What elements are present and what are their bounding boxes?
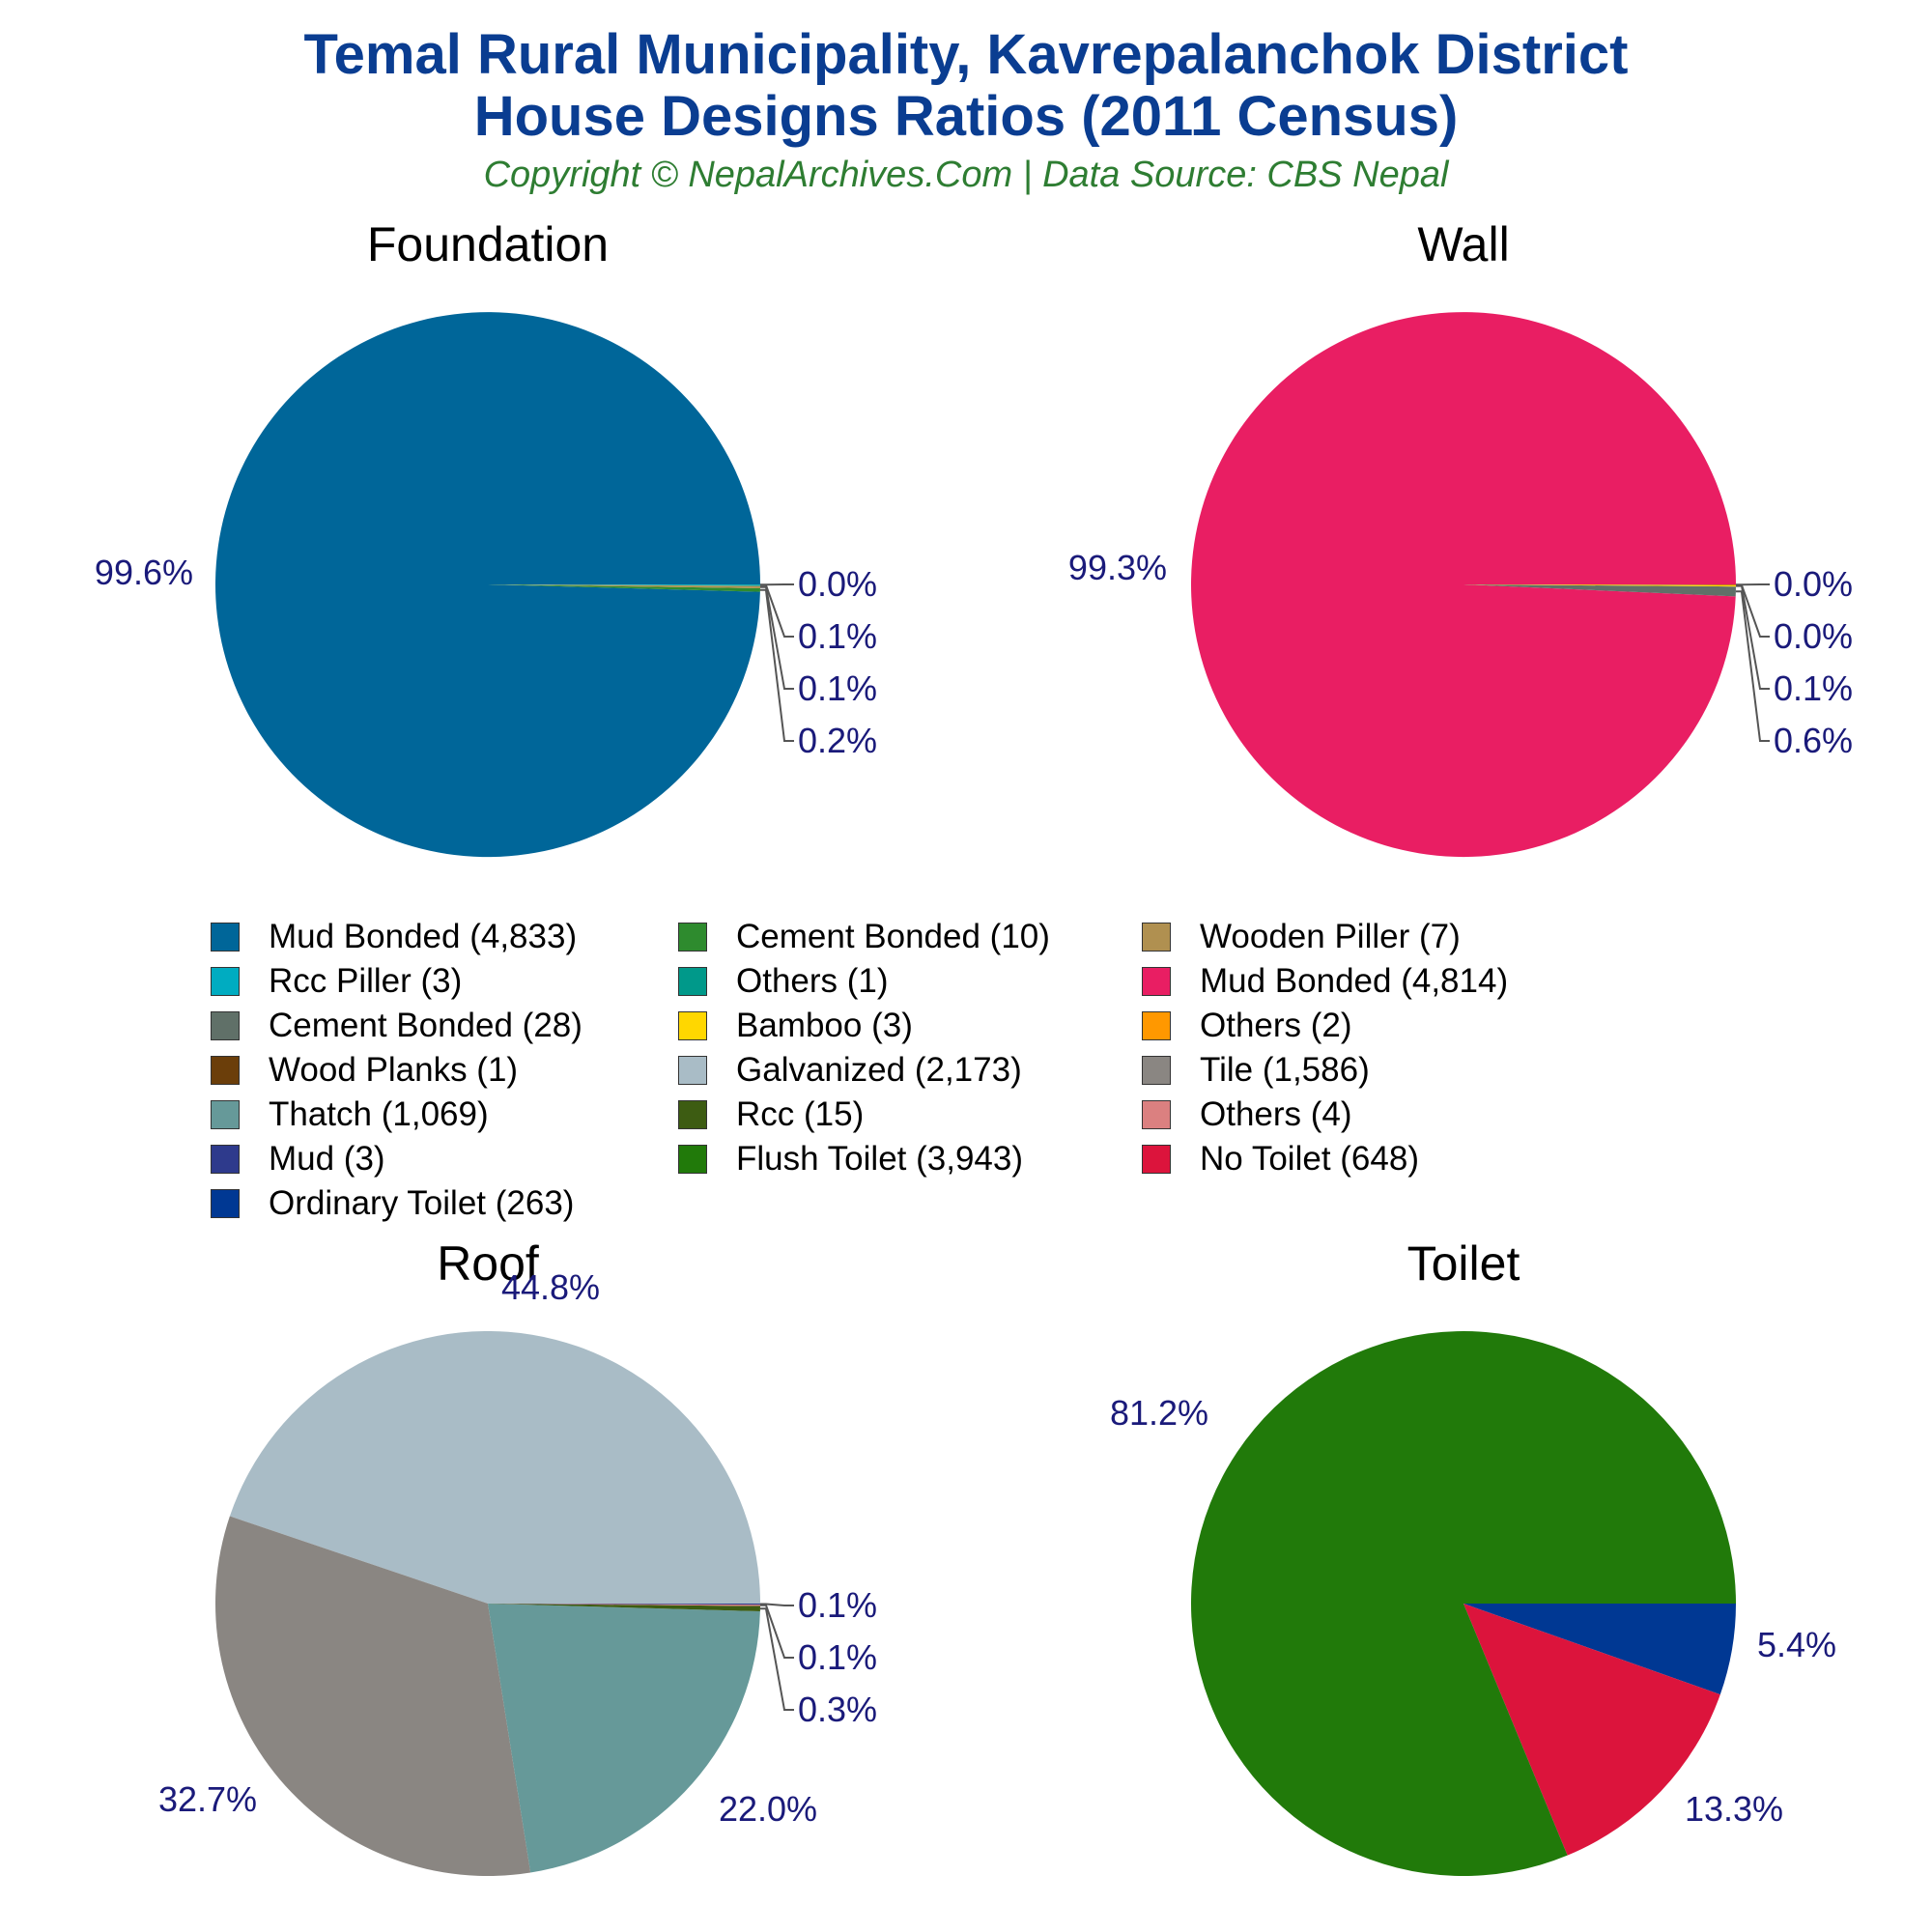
chart-subtitle: Copyright © NepalArchives.Com | Data Sou… [483, 155, 1449, 195]
roof-slice-4 [488, 1604, 760, 1612]
roof-pct-label: 0.3% [798, 1690, 877, 1729]
wall-leader-line [1735, 590, 1770, 742]
wall-chart-title: Wall [1417, 217, 1509, 271]
foundation-pct-label: 99.6% [95, 553, 193, 592]
toilet-chart-title: Toilet [1407, 1236, 1520, 1291]
wall-pct-label: 0.0% [1774, 616, 1853, 656]
wall-slice-1 [1190, 312, 1736, 858]
legend-label: Others (4) [1200, 1095, 1352, 1133]
wall-pct-label: 99.3% [1068, 548, 1167, 587]
legend-label: Cement Bonded (10) [736, 918, 1050, 955]
legend-swatch [1142, 1056, 1171, 1085]
roof-leader-line [760, 1607, 794, 1711]
legend-swatch [211, 1100, 240, 1129]
legend-label: Tile (1,586) [1200, 1051, 1370, 1089]
roof-pct-label: 44.8% [501, 1267, 600, 1307]
legend-label: Bamboo (3) [736, 1007, 913, 1044]
foundation-slice-3 [488, 584, 760, 589]
roof-pct-label: 0.1% [798, 1637, 877, 1677]
foundation-slice-1 [214, 312, 760, 858]
chart-title-line-2: House Designs Ratios (2011 Census) [473, 85, 1459, 148]
roof-pct-label: 0.1% [798, 1585, 877, 1625]
legend-swatch [678, 1056, 707, 1085]
legend-swatch [678, 967, 707, 996]
legend-swatch [211, 967, 240, 996]
wall-slice-2 [1463, 584, 1736, 597]
roof-slice-3 [488, 1604, 760, 1873]
roof-pct-label: 32.7% [158, 1779, 257, 1819]
toilet-slice-3 [1190, 1331, 1736, 1877]
roof-slice-6 [488, 1604, 761, 1605]
toilet-pct-label: 81.2% [1110, 1393, 1208, 1433]
legend-label: Wood Planks (1) [269, 1051, 519, 1089]
legend-swatch [678, 1145, 707, 1174]
legend-swatch [211, 1145, 240, 1174]
toilet-slice-1 [1463, 1604, 1736, 1695]
legend-label: Others (2) [1200, 1007, 1352, 1044]
legend-label: Thatch (1,069) [269, 1095, 489, 1133]
legend-label: Mud (3) [269, 1140, 385, 1178]
legend-label: Rcc (15) [736, 1095, 865, 1133]
roof-pct-label: 22.0% [719, 1789, 817, 1829]
legend-swatch [1142, 1145, 1171, 1174]
legend-label: Galvanized (2,173) [736, 1051, 1022, 1089]
legend-swatch [1142, 923, 1171, 952]
wall-pct-label: 0.1% [1774, 668, 1853, 708]
legend-label: No Toilet (648) [1200, 1140, 1419, 1178]
roof-slice-2 [214, 1516, 531, 1876]
toilet-slice-2 [1463, 1604, 1720, 1856]
foundation-pct-label: 0.0% [798, 564, 877, 604]
wall-slice-3 [1463, 584, 1736, 587]
wall-pct-label: 0.0% [1774, 564, 1853, 604]
legend-swatch [211, 1011, 240, 1040]
foundation-leader-line [760, 583, 794, 638]
legend-label: Rcc Piller (3) [269, 962, 463, 1000]
legend: Mud Bonded (4,833) Cement Bonded (10) Wood… [211, 918, 1718, 1236]
chart-title-line-1: Temal Rural Municipality, Kavrepalanchok… [303, 23, 1629, 86]
legend-swatch [1142, 967, 1171, 996]
legend-label: Cement Bonded (28) [269, 1007, 582, 1044]
foundation-pct-label: 0.2% [798, 721, 877, 760]
roof-leader-line [760, 1603, 794, 1606]
legend-swatch [211, 1056, 240, 1085]
legend-swatch [1142, 1100, 1171, 1129]
wall-slice-4 [1463, 584, 1737, 586]
legend-swatch [211, 1189, 240, 1218]
wall-pct-label: 0.6% [1774, 721, 1853, 760]
foundation-leader-line [760, 585, 794, 690]
toilet-pct-label: 5.4% [1757, 1625, 1836, 1664]
legend-label: Mud Bonded (4,814) [1200, 962, 1509, 1000]
foundation-leader-line [759, 588, 794, 742]
foundation-pct-label: 0.1% [798, 616, 877, 656]
foundation-slice-2 [488, 584, 760, 592]
legend-swatch [1142, 1011, 1171, 1040]
legend-swatch [211, 923, 240, 952]
legend-label: Mud Bonded (4,833) [269, 918, 578, 955]
legend-swatch [678, 1011, 707, 1040]
roof-leader-line [760, 1604, 794, 1659]
toilet-pct-label: 13.3% [1685, 1789, 1783, 1829]
legend-label: Others (1) [736, 962, 889, 1000]
legend-swatch [678, 1100, 707, 1129]
legend-label: Wooden Piller (7) [1200, 918, 1461, 955]
foundation-pct-label: 0.1% [798, 668, 877, 708]
foundation-chart-title: Foundation [367, 217, 609, 271]
legend-swatch [678, 923, 707, 952]
wall-leader-line [1736, 584, 1770, 690]
foundation-slice-4 [488, 584, 761, 586]
legend-label: Flush Toilet (3,943) [736, 1140, 1024, 1178]
roof-chart-title: Roof [437, 1236, 539, 1291]
roof-slice-1 [229, 1330, 760, 1604]
roof-slice-5 [488, 1604, 760, 1606]
legend-label: Ordinary Toilet (263) [269, 1184, 575, 1222]
